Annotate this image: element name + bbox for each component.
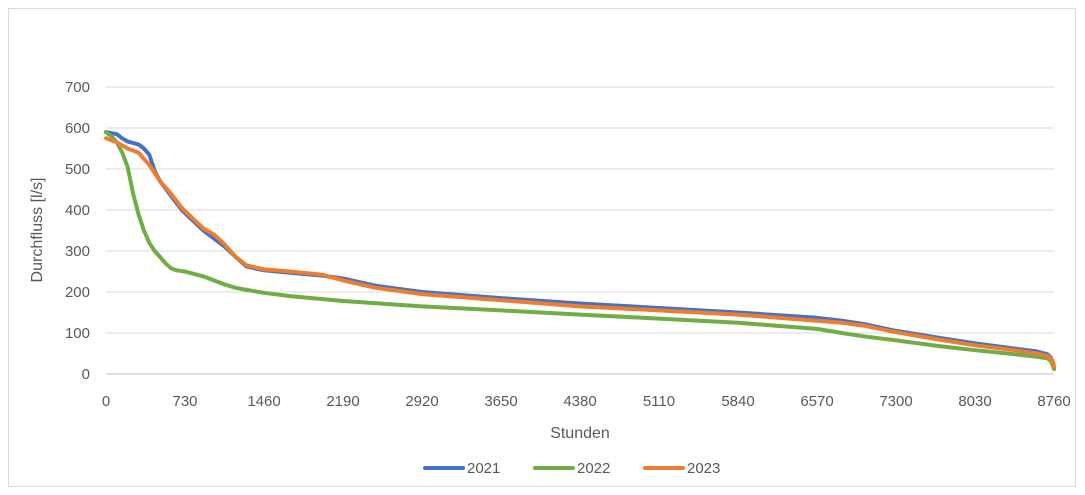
x-tick-label: 8030 (958, 393, 991, 410)
x-tick-labels: 0 730 1460 2190 2920 3650 4380 5110 5840 6570 7300… (102, 393, 1071, 410)
y-tick-label: 400 (65, 202, 90, 219)
x-tick-label: 2190 (326, 393, 359, 410)
x-tick-label: 5840 (721, 393, 754, 410)
x-tick-label: 7300 (879, 393, 912, 410)
y-tick-label: 500 (65, 161, 90, 178)
x-tick-label: 730 (172, 393, 197, 410)
y-tick-label: 100 (65, 325, 90, 342)
legend: 2021 2022 2023 (423, 460, 720, 477)
x-tick-label: 4380 (563, 393, 596, 410)
y-tick-label: 200 (65, 284, 90, 301)
x-tick-label: 3650 (484, 393, 517, 410)
legend-label-2021: 2021 (467, 460, 500, 477)
x-tick-label: 2920 (405, 393, 438, 410)
x-tick-label: 6570 (800, 393, 833, 410)
x-tick-label: 1460 (247, 393, 280, 410)
y-tick-labels: 0 100 200 300 400 500 600 700 (65, 79, 90, 383)
gridlines (106, 86, 1054, 375)
legend-label-2022: 2022 (577, 460, 610, 477)
y-tick-label: 300 (65, 243, 90, 260)
chart-frame (8, 8, 1076, 487)
series-lines (104, 130, 1056, 372)
y-tick-label: 0 (82, 366, 90, 383)
legend-label-2023: 2023 (687, 460, 720, 477)
x-tick-label: 5110 (643, 393, 675, 410)
y-tick-label: 600 (65, 120, 90, 137)
x-tick-label: 8760 (1037, 393, 1070, 410)
x-tick-label: 0 (102, 393, 110, 410)
y-axis-title: Durchfluss [l/s] (29, 178, 46, 283)
x-axis-title: Stunden (550, 425, 610, 442)
series-line-2023 (104, 136, 1056, 369)
y-tick-label: 700 (65, 79, 90, 96)
series-line-2022 (104, 130, 1056, 372)
